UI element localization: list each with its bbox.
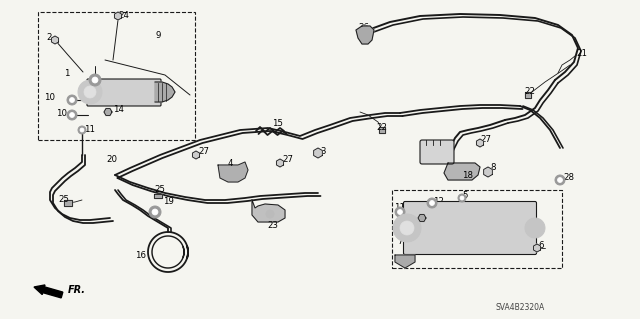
Text: 18: 18: [462, 170, 473, 180]
Text: 27: 27: [282, 155, 293, 165]
Text: 19: 19: [163, 197, 174, 206]
Text: 11: 11: [394, 204, 405, 212]
Polygon shape: [193, 151, 200, 159]
Polygon shape: [444, 163, 480, 180]
Text: SVA4B2320A: SVA4B2320A: [495, 303, 545, 313]
Circle shape: [266, 210, 274, 218]
Text: 22: 22: [524, 87, 535, 97]
Text: 11: 11: [84, 125, 95, 135]
Text: 21: 21: [576, 48, 587, 57]
Text: 2: 2: [46, 33, 51, 42]
Circle shape: [70, 113, 74, 117]
Circle shape: [397, 210, 403, 214]
Text: 1: 1: [64, 70, 70, 78]
Polygon shape: [534, 244, 540, 252]
Text: 9: 9: [156, 32, 161, 41]
Bar: [392, 190, 562, 268]
Text: 23: 23: [267, 220, 278, 229]
Bar: [38, 12, 195, 140]
Text: 8: 8: [490, 164, 495, 173]
Circle shape: [458, 194, 466, 202]
Text: FR.: FR.: [68, 285, 86, 295]
Polygon shape: [64, 200, 72, 206]
Text: 27: 27: [198, 147, 209, 157]
Polygon shape: [395, 255, 415, 268]
FancyBboxPatch shape: [420, 140, 454, 164]
Polygon shape: [218, 162, 248, 182]
Text: 25: 25: [154, 184, 165, 194]
FancyBboxPatch shape: [87, 79, 161, 106]
Text: 16: 16: [135, 251, 146, 261]
Text: 7: 7: [397, 238, 403, 247]
Polygon shape: [379, 127, 385, 133]
Circle shape: [78, 126, 86, 134]
Circle shape: [525, 218, 545, 238]
Text: 3: 3: [320, 147, 326, 157]
Circle shape: [149, 206, 161, 218]
Polygon shape: [104, 108, 112, 115]
Circle shape: [152, 209, 158, 215]
Polygon shape: [484, 167, 492, 177]
Text: 10: 10: [56, 108, 67, 117]
Circle shape: [78, 80, 102, 104]
Polygon shape: [525, 92, 531, 98]
Text: 12: 12: [433, 197, 444, 205]
Circle shape: [67, 110, 77, 120]
Text: 24: 24: [118, 11, 129, 19]
Polygon shape: [154, 194, 162, 198]
Polygon shape: [477, 139, 483, 147]
FancyBboxPatch shape: [403, 202, 536, 255]
Circle shape: [80, 128, 84, 132]
Text: 6: 6: [538, 241, 543, 249]
Text: 13: 13: [420, 212, 431, 221]
Circle shape: [427, 198, 437, 208]
Circle shape: [393, 214, 421, 242]
Polygon shape: [252, 200, 285, 222]
Polygon shape: [52, 36, 58, 44]
Polygon shape: [314, 148, 323, 158]
Circle shape: [557, 177, 563, 182]
Text: 25: 25: [58, 196, 69, 204]
Text: 20: 20: [106, 155, 117, 165]
Polygon shape: [115, 12, 122, 20]
Text: 27: 27: [480, 135, 491, 144]
Text: 14: 14: [113, 106, 124, 115]
Text: 10: 10: [44, 93, 55, 101]
Text: 28: 28: [563, 173, 574, 182]
Text: 17: 17: [424, 150, 435, 159]
Circle shape: [70, 98, 74, 102]
Polygon shape: [276, 159, 284, 167]
Circle shape: [429, 201, 435, 205]
Text: 4: 4: [228, 159, 234, 167]
Text: 26: 26: [358, 23, 369, 32]
Circle shape: [89, 74, 101, 86]
Polygon shape: [155, 82, 175, 102]
Text: 22: 22: [376, 122, 387, 131]
Polygon shape: [418, 215, 426, 221]
Circle shape: [460, 196, 464, 200]
Circle shape: [92, 77, 98, 83]
Circle shape: [400, 221, 414, 235]
Circle shape: [395, 207, 405, 217]
Circle shape: [555, 175, 565, 185]
Text: 15: 15: [272, 120, 283, 129]
Circle shape: [67, 95, 77, 105]
Circle shape: [84, 86, 96, 98]
FancyArrow shape: [34, 285, 63, 298]
Text: 5: 5: [462, 190, 467, 199]
Polygon shape: [356, 26, 374, 44]
